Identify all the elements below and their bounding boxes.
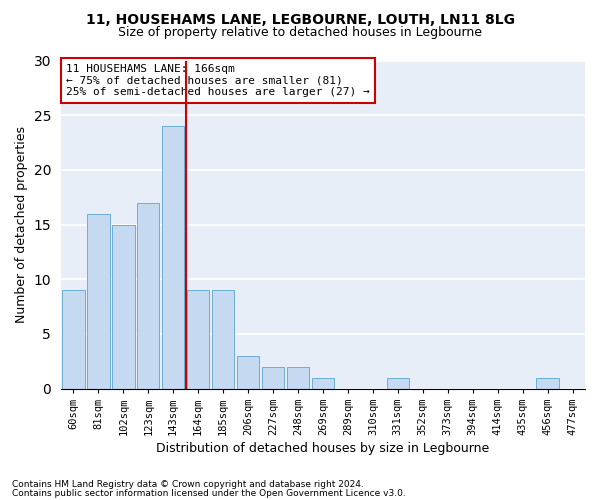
Bar <box>212 290 235 388</box>
Bar <box>536 378 559 388</box>
Bar <box>87 214 110 388</box>
Bar <box>312 378 334 388</box>
Bar <box>62 290 85 388</box>
Text: 11, HOUSEHAMS LANE, LEGBOURNE, LOUTH, LN11 8LG: 11, HOUSEHAMS LANE, LEGBOURNE, LOUTH, LN… <box>86 12 515 26</box>
Bar <box>386 378 409 388</box>
Bar <box>237 356 259 388</box>
Bar <box>137 202 160 388</box>
Bar <box>187 290 209 388</box>
Bar <box>162 126 184 388</box>
Text: Size of property relative to detached houses in Legbourne: Size of property relative to detached ho… <box>118 26 482 39</box>
Bar <box>287 366 309 388</box>
Bar <box>262 366 284 388</box>
Y-axis label: Number of detached properties: Number of detached properties <box>15 126 28 323</box>
Text: Contains HM Land Registry data © Crown copyright and database right 2024.: Contains HM Land Registry data © Crown c… <box>12 480 364 489</box>
X-axis label: Distribution of detached houses by size in Legbourne: Distribution of detached houses by size … <box>157 442 490 455</box>
Bar <box>112 224 134 388</box>
Text: 11 HOUSEHAMS LANE: 166sqm
← 75% of detached houses are smaller (81)
25% of semi-: 11 HOUSEHAMS LANE: 166sqm ← 75% of detac… <box>66 64 370 97</box>
Text: Contains public sector information licensed under the Open Government Licence v3: Contains public sector information licen… <box>12 488 406 498</box>
